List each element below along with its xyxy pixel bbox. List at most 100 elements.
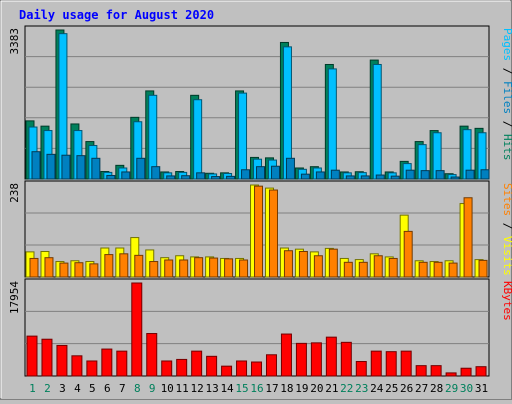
x-tick-label: 27 (415, 382, 428, 395)
bar-pages-day-11 (181, 175, 191, 180)
bar-pages-day-3 (61, 154, 71, 180)
bar-pages-day-29 (450, 176, 460, 180)
legend-hits-files-pages: Pages / Files / Hits (501, 28, 512, 161)
x-tick-label: 21 (325, 382, 338, 395)
bar-kbytes-day-20 (310, 342, 322, 377)
bar-sites-day-5 (89, 263, 99, 278)
x-tick-label: 15 (235, 382, 248, 395)
panel-kbytes: 17954 KBytes (8, 278, 512, 377)
bar-pages-day-25 (390, 175, 400, 180)
bar-pages-day-31 (480, 169, 490, 180)
bar-pages-day-15 (241, 169, 251, 180)
bar-pages-day-26 (405, 169, 415, 180)
bar-pages-day-1 (31, 151, 41, 180)
bar-sites-day-12 (194, 257, 204, 278)
bar-sites-day-18 (283, 250, 293, 278)
bar-kbytes-day-1 (26, 335, 38, 377)
bar-kbytes-day-25 (385, 351, 397, 377)
bar-sites-day-15 (239, 259, 249, 278)
bar-kbytes-day-24 (370, 350, 382, 377)
x-tick-label: 9 (149, 382, 156, 395)
bar-pages-day-2 (46, 153, 56, 180)
bar-files-day-24 (372, 63, 382, 180)
y-max-label-visits-sites: 238 (8, 183, 21, 203)
bar-kbytes-day-18 (280, 333, 292, 377)
bar-kbytes-day-5 (86, 360, 98, 377)
x-tick-label: 30 (460, 382, 473, 395)
bar-sites-day-23 (358, 261, 368, 278)
x-tick-label: 1 (29, 382, 36, 395)
bar-sites-day-20 (313, 255, 323, 278)
x-tick-label: 22 (340, 382, 353, 395)
bar-sites-day-28 (433, 261, 443, 278)
bar-pages-day-5 (91, 157, 101, 180)
legend-part: Files (501, 81, 512, 114)
bar-pages-day-19 (300, 173, 310, 180)
bar-sites-day-22 (343, 261, 353, 278)
bar-pages-day-18 (285, 157, 295, 180)
bar-files-day-21 (327, 68, 337, 180)
bar-pages-day-4 (76, 155, 86, 180)
legend-part: Pages (501, 28, 512, 61)
bar-sites-day-13 (209, 257, 219, 278)
x-tick-label: 25 (385, 382, 398, 395)
bar-pages-day-12 (196, 172, 206, 180)
bar-files-day-12 (193, 99, 203, 180)
bar-sites-day-2 (44, 257, 54, 278)
x-tick-label: 8 (134, 382, 141, 395)
x-tick-label: 5 (89, 382, 96, 395)
bar-pages-day-27 (420, 170, 430, 180)
bar-sites-day-19 (298, 250, 308, 278)
bar-kbytes-day-14 (221, 365, 233, 377)
panel-hits-files-pages: 3383 Pages / Files / Hits (8, 25, 512, 180)
x-tick-label: 4 (74, 382, 81, 395)
bar-sites-day-17 (268, 189, 278, 278)
bar-kbytes-day-19 (295, 342, 307, 377)
bar-sites-day-9 (149, 261, 159, 278)
bar-kbytes-day-9 (146, 333, 158, 377)
x-tick-label: 6 (104, 382, 111, 395)
bar-pages-day-6 (106, 174, 116, 180)
bar-pages-day-16 (256, 166, 266, 180)
bar-kbytes-day-8 (131, 282, 143, 377)
bar-kbytes-day-27 (415, 365, 427, 377)
bar-sites-day-14 (224, 258, 234, 278)
y-max-label-hits-files-pages: 3383 (8, 28, 21, 55)
bar-sites-day-30 (463, 197, 473, 278)
legend-visits-sites: Sites / Visits (501, 183, 512, 276)
bar-kbytes-day-13 (206, 355, 218, 377)
bar-sites-day-10 (164, 259, 174, 278)
x-tick-label: 28 (430, 382, 443, 395)
bar-kbytes-day-15 (236, 360, 248, 377)
bar-kbytes-day-17 (265, 354, 277, 377)
plot-area-hits-files-pages (24, 25, 490, 180)
bar-pages-day-22 (345, 175, 355, 180)
bar-pages-day-30 (465, 169, 475, 180)
bar-kbytes-day-4 (71, 355, 83, 377)
bar-pages-day-28 (435, 170, 445, 180)
bar-sites-day-21 (328, 248, 338, 278)
x-tick-label: 2 (44, 382, 51, 395)
bar-sites-day-26 (403, 230, 413, 278)
bar-kbytes-day-31 (475, 366, 487, 377)
bar-kbytes-day-3 (56, 344, 68, 377)
x-tick-label: 18 (280, 382, 293, 395)
panels-layer: 3383 Pages / Files / Hits 238 Sites / Visit… (8, 25, 512, 377)
bar-pages-day-9 (151, 166, 161, 180)
x-tick-label: 10 (161, 382, 174, 395)
bar-pages-day-8 (136, 157, 146, 180)
legend-kbytes: KBytes (501, 281, 512, 321)
legend-part: Hits (501, 134, 512, 161)
bar-sites-day-16 (254, 185, 264, 278)
x-tick-label: 11 (176, 382, 189, 395)
bar-sites-day-25 (388, 257, 398, 278)
bar-kbytes-day-11 (176, 358, 188, 377)
bar-sites-day-29 (448, 262, 458, 278)
bar-kbytes-day-30 (460, 367, 472, 377)
y-max-label-kbytes: 17954 (8, 281, 21, 314)
bar-kbytes-day-23 (355, 360, 367, 377)
legend-part: Visits (501, 236, 512, 276)
x-tick-label: 17 (265, 382, 278, 395)
